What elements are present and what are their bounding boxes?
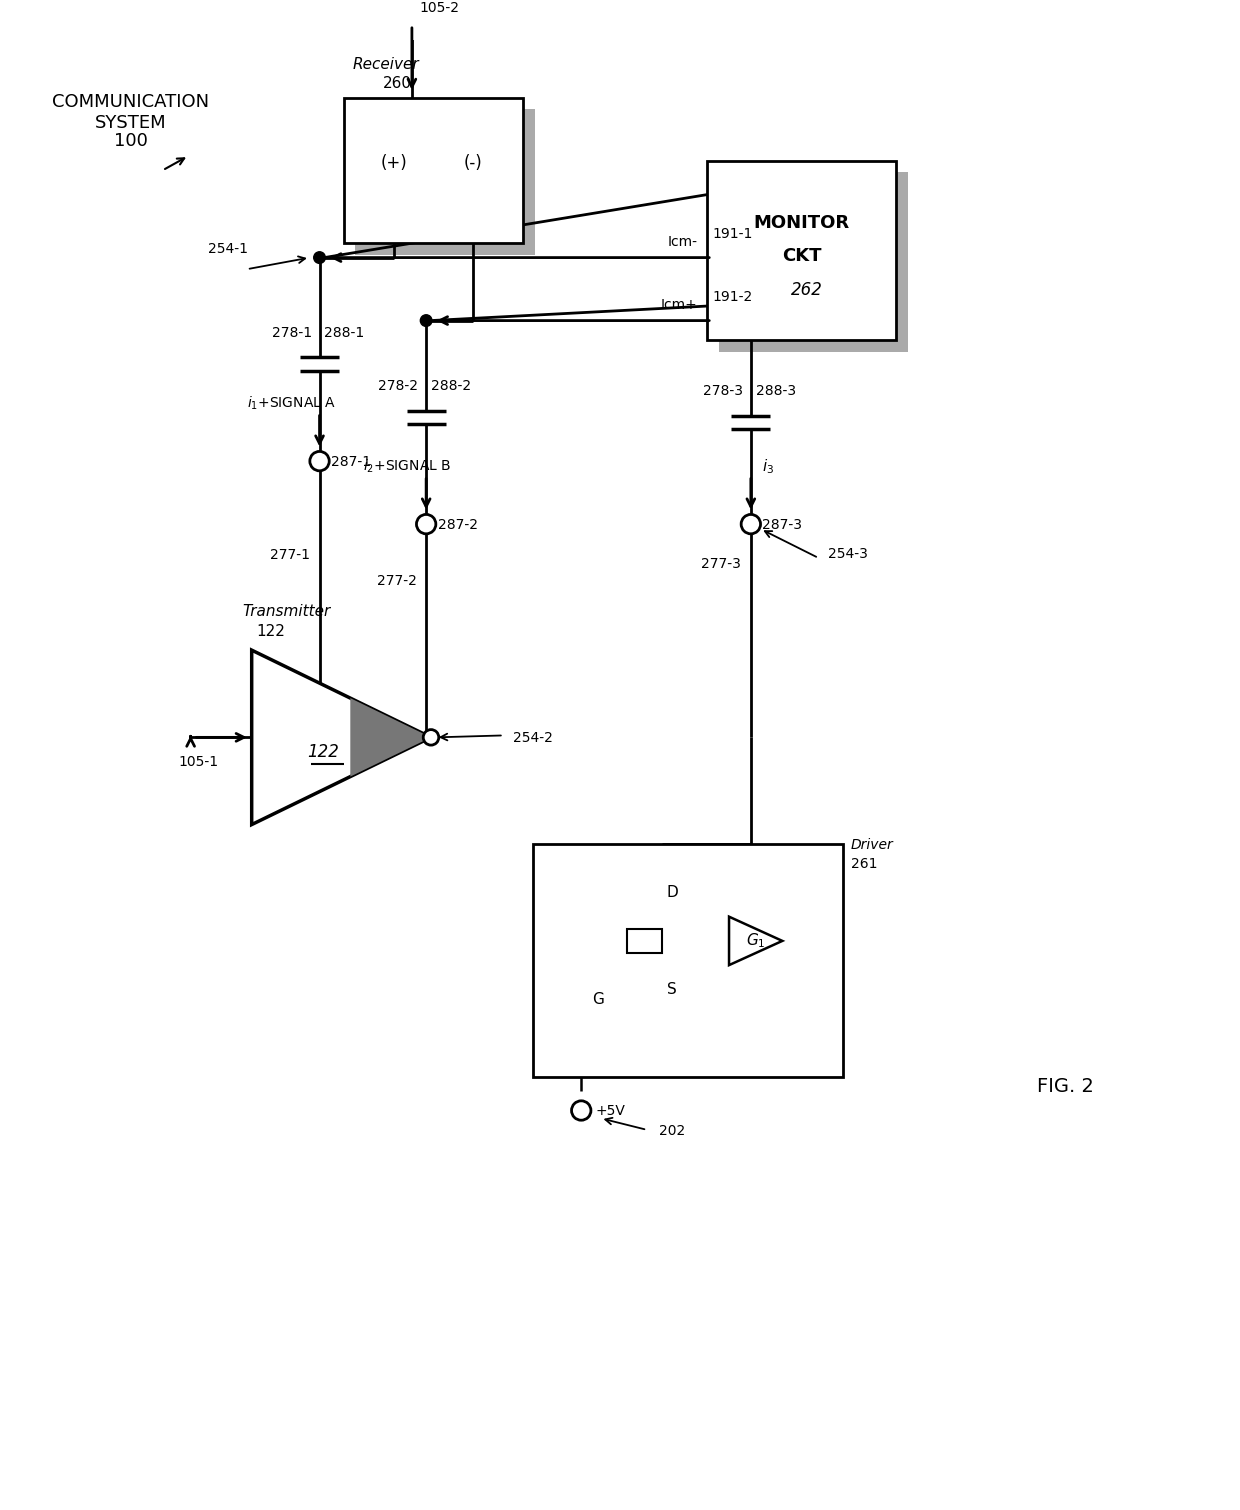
Text: (+): (+) xyxy=(381,154,408,172)
Text: 277-2: 277-2 xyxy=(377,574,417,589)
Circle shape xyxy=(417,515,435,535)
Text: 287-1: 287-1 xyxy=(331,455,371,470)
Bar xyxy=(719,172,908,352)
Text: 278-1: 278-1 xyxy=(272,326,311,340)
Circle shape xyxy=(420,314,432,326)
Text: 254-3: 254-3 xyxy=(828,547,868,562)
Text: 100: 100 xyxy=(114,131,148,149)
Text: $G_1$: $G_1$ xyxy=(746,932,765,950)
Circle shape xyxy=(423,729,439,744)
Text: 122: 122 xyxy=(306,743,339,761)
Text: 202: 202 xyxy=(658,1123,684,1137)
Text: 191-1: 191-1 xyxy=(712,226,753,242)
Text: G: G xyxy=(591,992,604,1007)
Text: $i_1$+SIGNAL A: $i_1$+SIGNAL A xyxy=(247,394,336,412)
Text: 261: 261 xyxy=(851,858,877,871)
Circle shape xyxy=(572,1101,591,1120)
Text: 288-3: 288-3 xyxy=(755,384,796,399)
Text: $i_3$: $i_3$ xyxy=(763,458,775,476)
Text: 191-2: 191-2 xyxy=(712,290,753,304)
Circle shape xyxy=(314,252,325,263)
Circle shape xyxy=(310,451,330,471)
Bar xyxy=(533,844,843,1077)
Text: 260: 260 xyxy=(383,76,412,91)
Text: Driver: Driver xyxy=(851,838,894,852)
Text: 288-2: 288-2 xyxy=(432,379,471,394)
Text: 287-2: 287-2 xyxy=(438,518,477,532)
Text: 277-3: 277-3 xyxy=(702,557,742,571)
Text: $i_2$+SIGNAL B: $i_2$+SIGNAL B xyxy=(363,458,451,476)
Text: D: D xyxy=(667,885,678,900)
Text: 278-2: 278-2 xyxy=(378,379,418,394)
Text: 105-2: 105-2 xyxy=(419,2,460,15)
Text: +5V: +5V xyxy=(595,1104,626,1117)
Bar xyxy=(356,109,534,255)
Polygon shape xyxy=(252,651,432,824)
Text: 288-1: 288-1 xyxy=(325,326,365,340)
Text: S: S xyxy=(667,982,676,997)
Text: 122: 122 xyxy=(257,624,285,639)
Text: 254-2: 254-2 xyxy=(513,731,553,746)
Text: Transmitter: Transmitter xyxy=(242,604,330,619)
Text: 254-1: 254-1 xyxy=(208,242,248,255)
Text: CKT: CKT xyxy=(782,246,821,264)
Bar xyxy=(626,929,662,953)
Text: 278-3: 278-3 xyxy=(703,384,743,399)
Text: 287-3: 287-3 xyxy=(763,518,802,532)
Text: MONITOR: MONITOR xyxy=(754,214,849,233)
Text: 262: 262 xyxy=(791,281,822,299)
Polygon shape xyxy=(351,698,432,776)
Bar xyxy=(707,160,897,340)
Text: 105-1: 105-1 xyxy=(179,755,218,770)
Circle shape xyxy=(742,515,760,535)
Polygon shape xyxy=(729,917,782,965)
Text: FIG. 2: FIG. 2 xyxy=(1038,1077,1094,1096)
Text: Icm-: Icm- xyxy=(667,236,698,249)
Text: COMMUNICATION
SYSTEM: COMMUNICATION SYSTEM xyxy=(52,92,210,131)
Text: (-): (-) xyxy=(464,154,482,172)
Text: 277-1: 277-1 xyxy=(270,548,310,562)
Text: Receiver: Receiver xyxy=(352,56,419,71)
Text: Icm+: Icm+ xyxy=(661,297,698,313)
Bar xyxy=(343,98,523,243)
